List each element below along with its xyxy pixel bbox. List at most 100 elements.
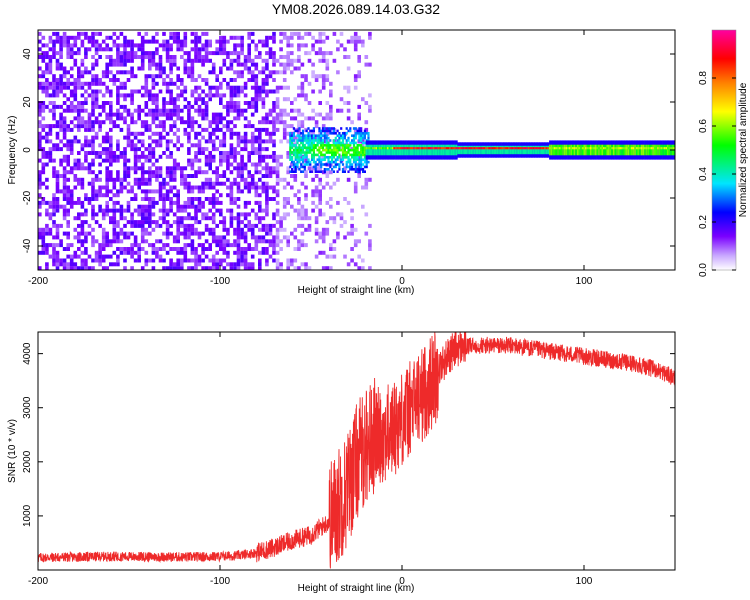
noise-cell <box>148 231 152 236</box>
carrier-core <box>585 147 588 150</box>
colorbar <box>712 30 736 270</box>
noise-cell <box>311 108 315 113</box>
noise-cell <box>247 262 251 267</box>
noise-cell <box>126 174 131 178</box>
noise-cell <box>173 270 177 274</box>
noise-cell <box>116 93 120 98</box>
noise-cell <box>109 177 113 182</box>
noise-cell <box>109 158 113 163</box>
cluster-cell <box>289 148 292 152</box>
noise-cell <box>180 208 184 213</box>
noise-cell <box>98 262 102 267</box>
noise-cell <box>155 200 159 205</box>
noise-cell <box>169 127 173 132</box>
noise-cell <box>197 166 202 171</box>
noise-cell <box>158 189 163 194</box>
noise-cell <box>290 131 294 136</box>
cluster-cell <box>347 144 350 147</box>
carrier-core <box>437 147 440 150</box>
noise-cell <box>261 250 266 255</box>
noise-cell <box>211 154 216 159</box>
noise-cell <box>254 66 259 71</box>
cluster-cell <box>314 165 317 169</box>
noise-cell <box>194 262 198 267</box>
carrier-core <box>532 147 535 150</box>
noise-cell <box>73 78 78 82</box>
cluster-cell <box>334 153 337 157</box>
noise-cell <box>222 258 227 263</box>
noise-cell <box>169 62 173 67</box>
noise-cell <box>45 131 49 136</box>
noise-cell <box>282 85 287 90</box>
noise-cell <box>201 151 205 155</box>
noise-cell <box>52 51 56 56</box>
noise-cell <box>119 181 124 186</box>
noise-cell <box>133 166 138 171</box>
carrier-band <box>432 144 435 156</box>
noise-cell <box>155 170 159 175</box>
noise-cell <box>191 270 195 274</box>
noise-cell <box>272 197 276 201</box>
noise-cell <box>155 51 159 56</box>
noise-cell <box>201 55 205 59</box>
noise-cell <box>240 235 244 240</box>
noise-cell <box>250 58 255 63</box>
noise-cell <box>137 166 141 171</box>
noise-cell <box>133 208 138 213</box>
noise-cell <box>69 108 74 113</box>
noise-cell <box>190 197 195 201</box>
noise-cell <box>265 262 269 267</box>
noise-cell <box>211 258 216 263</box>
noise-cell <box>254 181 259 186</box>
noise-cell <box>69 139 74 144</box>
carrier-band <box>531 145 533 155</box>
noise-cell <box>80 166 85 171</box>
noise-cell <box>215 147 219 152</box>
noise-cell <box>272 247 276 251</box>
noise-cell <box>176 43 180 48</box>
noise-cell <box>172 104 177 109</box>
colorbar-tick-label: 0.6 <box>698 119 709 133</box>
noise-cell <box>243 135 248 140</box>
noise-cell <box>48 147 53 152</box>
cluster-cell <box>298 151 301 154</box>
noise-cell <box>101 185 106 190</box>
noise-cell <box>94 189 99 194</box>
cluster-cell <box>289 136 292 140</box>
noise-cell <box>240 227 244 232</box>
cluster-cell <box>318 170 321 173</box>
carrier-core <box>590 147 592 150</box>
noise-cell <box>201 112 205 117</box>
noise-cell <box>346 200 351 205</box>
noise-cell <box>233 116 237 121</box>
cluster-cell <box>323 156 326 159</box>
noise-cell <box>52 170 56 175</box>
carrier-core <box>562 147 565 150</box>
noise-cell <box>336 200 340 205</box>
noise-cell <box>250 208 255 213</box>
noise-cell <box>52 197 56 201</box>
carrier-band <box>470 145 473 155</box>
noise-cell <box>101 104 106 109</box>
noise-cell <box>80 124 85 129</box>
cluster-cell <box>336 148 339 152</box>
noise-cell <box>183 216 188 221</box>
noise-cell <box>155 177 159 182</box>
noise-cell <box>84 212 88 217</box>
noise-cell <box>84 247 88 251</box>
noise-cell <box>94 51 99 56</box>
carrier-core <box>578 147 581 150</box>
noise-cell <box>155 174 159 178</box>
carrier-core <box>514 147 517 150</box>
noise-cell <box>336 39 340 44</box>
noise-cell <box>240 247 244 251</box>
noise-cell <box>116 177 120 182</box>
noise-cell <box>197 254 202 259</box>
noise-cell <box>77 266 81 270</box>
noise-cell <box>204 43 209 48</box>
spectrogram-y-tick-label: -40 <box>22 238 33 253</box>
carrier-band <box>557 144 560 156</box>
cluster-cell <box>298 156 301 159</box>
noise-cell <box>268 243 273 248</box>
noise-cell <box>141 270 145 274</box>
